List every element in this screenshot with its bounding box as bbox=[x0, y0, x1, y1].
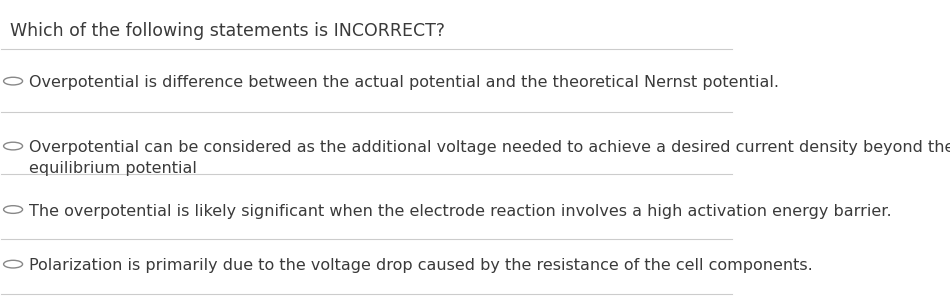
Text: Overpotential can be considered as the additional voltage needed to achieve a de: Overpotential can be considered as the a… bbox=[29, 140, 950, 155]
Text: Polarization is primarily due to the voltage drop caused by the resistance of th: Polarization is primarily due to the vol… bbox=[29, 258, 813, 273]
Text: The overpotential is likely significant when the electrode reaction involves a h: The overpotential is likely significant … bbox=[29, 204, 892, 219]
Text: equilibrium potential: equilibrium potential bbox=[29, 161, 197, 176]
Text: Which of the following statements is INCORRECT?: Which of the following statements is INC… bbox=[10, 22, 446, 40]
Text: Overpotential is difference between the actual potential and the theoretical Ner: Overpotential is difference between the … bbox=[29, 75, 779, 90]
